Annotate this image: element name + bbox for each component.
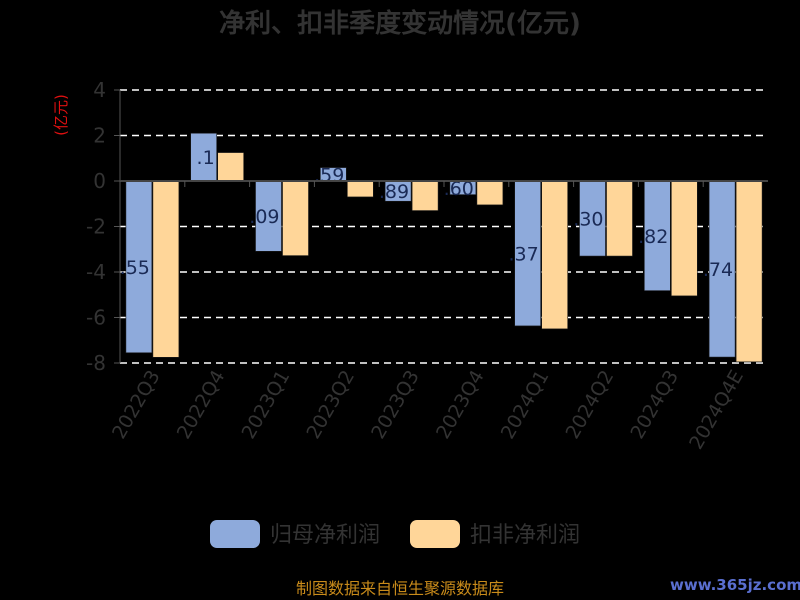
data-label: .89	[379, 181, 409, 203]
bar-deducted-profit	[411, 180, 439, 211]
bar-deducted-profit	[217, 152, 244, 182]
chart-title: 净利、扣非季度变动情况(亿元)	[219, 8, 581, 39]
watermark: www.365jz.com	[670, 576, 800, 594]
y-tick-label: 2	[93, 124, 106, 148]
y-tick-label: -8	[86, 351, 106, 375]
data-label: .37	[508, 243, 538, 265]
x-tick-label: 2022Q3	[108, 367, 165, 443]
data-label: .60	[444, 178, 474, 200]
gridlines	[120, 89, 768, 364]
bar-deducted-profit	[476, 180, 504, 206]
y-tick-label: -6	[86, 306, 106, 330]
x-tick-label: 2023Q2	[302, 367, 359, 443]
x-tick-label: 2023Q3	[367, 367, 424, 443]
bar-deducted-profit	[152, 180, 180, 358]
y-tick-label: 4	[93, 78, 106, 102]
x-tick-label: 2023Q4	[432, 367, 489, 443]
bar-net-profit	[708, 180, 736, 358]
data-label: .30	[573, 209, 603, 231]
legend-label-net-profit: 归母净利润	[270, 523, 380, 548]
y-axis-ticks: 4 2 0 -2 -4 -6 -8	[86, 78, 120, 375]
bar-deducted-profit	[346, 180, 374, 198]
legend: 归母净利润 扣非净利润	[210, 520, 580, 548]
x-tick-label: 2022Q4	[173, 367, 230, 443]
data-label: .59	[314, 164, 344, 186]
x-tick-label: 2024Q2	[562, 367, 619, 443]
y-axis-unit: (亿元)	[52, 94, 70, 136]
bar-net-profit	[514, 180, 542, 327]
bar-deducted-profit	[735, 180, 763, 363]
bar-deducted-profit	[282, 180, 309, 256]
y-tick-label: -4	[86, 260, 106, 284]
x-tick-label: 2024Q3	[626, 367, 683, 443]
y-tick-label: 0	[93, 169, 106, 193]
bars: .55 .1 .09 .59 .89 .60 .37 .30 .82 .74	[120, 132, 763, 363]
data-label: .82	[638, 226, 668, 248]
bar-deducted-profit	[606, 180, 633, 257]
source-note: 制图数据来自恒生聚源数据库	[296, 579, 504, 598]
x-tick-label: 2024Q1	[497, 367, 554, 443]
y-tick-label: -2	[86, 215, 106, 239]
data-label: .55	[120, 257, 150, 279]
bar-deducted-profit	[541, 180, 569, 330]
data-label: .09	[249, 206, 279, 228]
bar-net-profit	[255, 180, 282, 252]
data-label: .1	[197, 147, 215, 169]
legend-swatch-deducted-profit	[410, 520, 460, 548]
bar-net-profit	[643, 180, 671, 291]
bar-net-profit	[190, 132, 217, 182]
legend-label-deducted-profit: 扣非净利润	[470, 523, 580, 548]
bar-deducted-profit	[670, 180, 698, 297]
legend-swatch-net-profit	[210, 520, 260, 548]
x-tick-label: 2023Q1	[238, 367, 295, 443]
data-label: .74	[703, 259, 733, 281]
x-tick-label: 2024Q4E	[685, 367, 748, 454]
bar-net-profit	[125, 180, 153, 354]
